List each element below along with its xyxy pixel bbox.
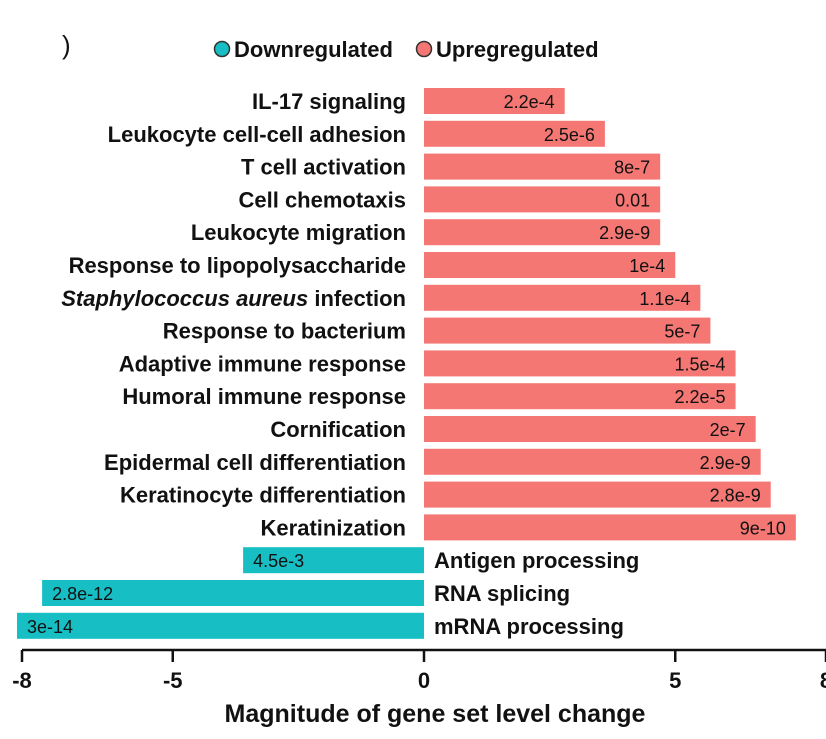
legend-marker	[213, 40, 231, 58]
pvalue-label: 5e-7	[664, 322, 700, 342]
legend-label: Upregregulated	[436, 37, 599, 62]
category-label: Leukocyte cell-cell adhesion	[108, 122, 406, 147]
category-label: Response to bacterium	[163, 319, 406, 344]
category-label: Cornification	[270, 417, 406, 442]
panel-label: )	[62, 30, 71, 60]
bar-staphylococcus-aureus-infection	[424, 284, 701, 311]
pvalue-label: 9e-10	[740, 518, 786, 538]
category-label: Cell chemotaxis	[238, 187, 406, 212]
bar-il-17-signaling	[424, 88, 565, 114]
chart-legend: Downregulated Upregregulated	[213, 37, 599, 62]
bar-keratinocyte-differentiation	[424, 481, 771, 508]
pvalue-label: 2.2e-4	[504, 92, 555, 112]
category-label: Keratinocyte differentiation	[120, 483, 406, 508]
bar-leukocyte-cell-cell-adhesion	[424, 120, 605, 147]
category-labels: IL-17 signaling Leukocyte cell-cell adhes…	[61, 89, 639, 639]
bar-mrna-processing	[16, 612, 424, 639]
category-label: Response to lipopolysaccharide	[69, 253, 406, 278]
category-label: Adaptive immune response	[119, 351, 406, 376]
bar-antigen-processing	[243, 547, 424, 574]
category-label: Leukocyte migration	[191, 220, 406, 245]
bar-humoral-immune-response	[424, 383, 736, 410]
pvalue-label: 2.9e-9	[599, 223, 650, 243]
legend-label: Downregulated	[234, 37, 393, 62]
bar-cornification	[424, 416, 756, 442]
category-label: Staphylococcus aureus infection	[61, 286, 406, 311]
pvalue-label: 2.2e-5	[675, 387, 726, 407]
x-axis-label: Magnitude of gene set level change	[225, 700, 646, 728]
category-label: Humoral immune response	[122, 384, 406, 409]
pvalue-label: 2.9e-9	[700, 453, 751, 473]
bar-leukocyte-migration	[424, 219, 661, 246]
pvalue-label: 1e-4	[629, 256, 665, 276]
category-label: Epidermal cell differentiation	[104, 450, 406, 475]
x-tick-label: 8	[820, 668, 826, 693]
pvalue-label: 1.1e-4	[639, 289, 690, 309]
x-tick-label: 0	[418, 668, 430, 693]
pvalue-label: 4.5e-3	[253, 551, 304, 571]
category-label: IL-17 signaling	[252, 89, 406, 114]
pvalue-label: 2.5e-6	[544, 125, 595, 145]
category-label: Antigen processing	[434, 548, 639, 573]
pvalue-label: 2.8e-12	[52, 584, 113, 604]
pvalue-label: 3e-14	[27, 617, 73, 637]
pvalue-label: 0.01	[615, 190, 650, 210]
bar-rna-splicing	[42, 580, 424, 606]
bar-group	[16, 88, 796, 639]
bar-response-to-lipopolysaccharide	[424, 252, 676, 278]
bar-cell-chemotaxis	[424, 186, 661, 213]
bar-adaptive-immune-response	[424, 350, 736, 377]
category-label: RNA splicing	[434, 581, 570, 606]
legend-marker	[415, 40, 433, 58]
value-labels: 2.2e-4 2.5e-6 8e-7 0.01 2.9e-9 1e-4 1.1e-4 5e-7…	[27, 92, 786, 637]
bar-keratinization	[424, 514, 796, 541]
bar-response-to-bacterium	[424, 317, 711, 344]
category-label: Keratinization	[261, 515, 406, 540]
bar-t-cell-activation	[424, 153, 661, 180]
pvalue-label: 8e-7	[614, 158, 650, 178]
x-tick-label: -5	[163, 668, 183, 693]
category-label: T cell activation	[241, 155, 406, 180]
pvalue-label: 1.5e-4	[675, 354, 726, 374]
pvalue-label: 2e-7	[710, 420, 746, 440]
x-tick-label: -8	[12, 668, 32, 693]
bar-epidermal-cell-differentiation	[424, 448, 761, 475]
pvalue-label: 2.8e-9	[710, 486, 761, 506]
x-tick-label: 5	[669, 668, 681, 693]
category-label: mRNA processing	[434, 614, 624, 639]
x-axis: -8 -5 0 5 8	[12, 648, 826, 693]
